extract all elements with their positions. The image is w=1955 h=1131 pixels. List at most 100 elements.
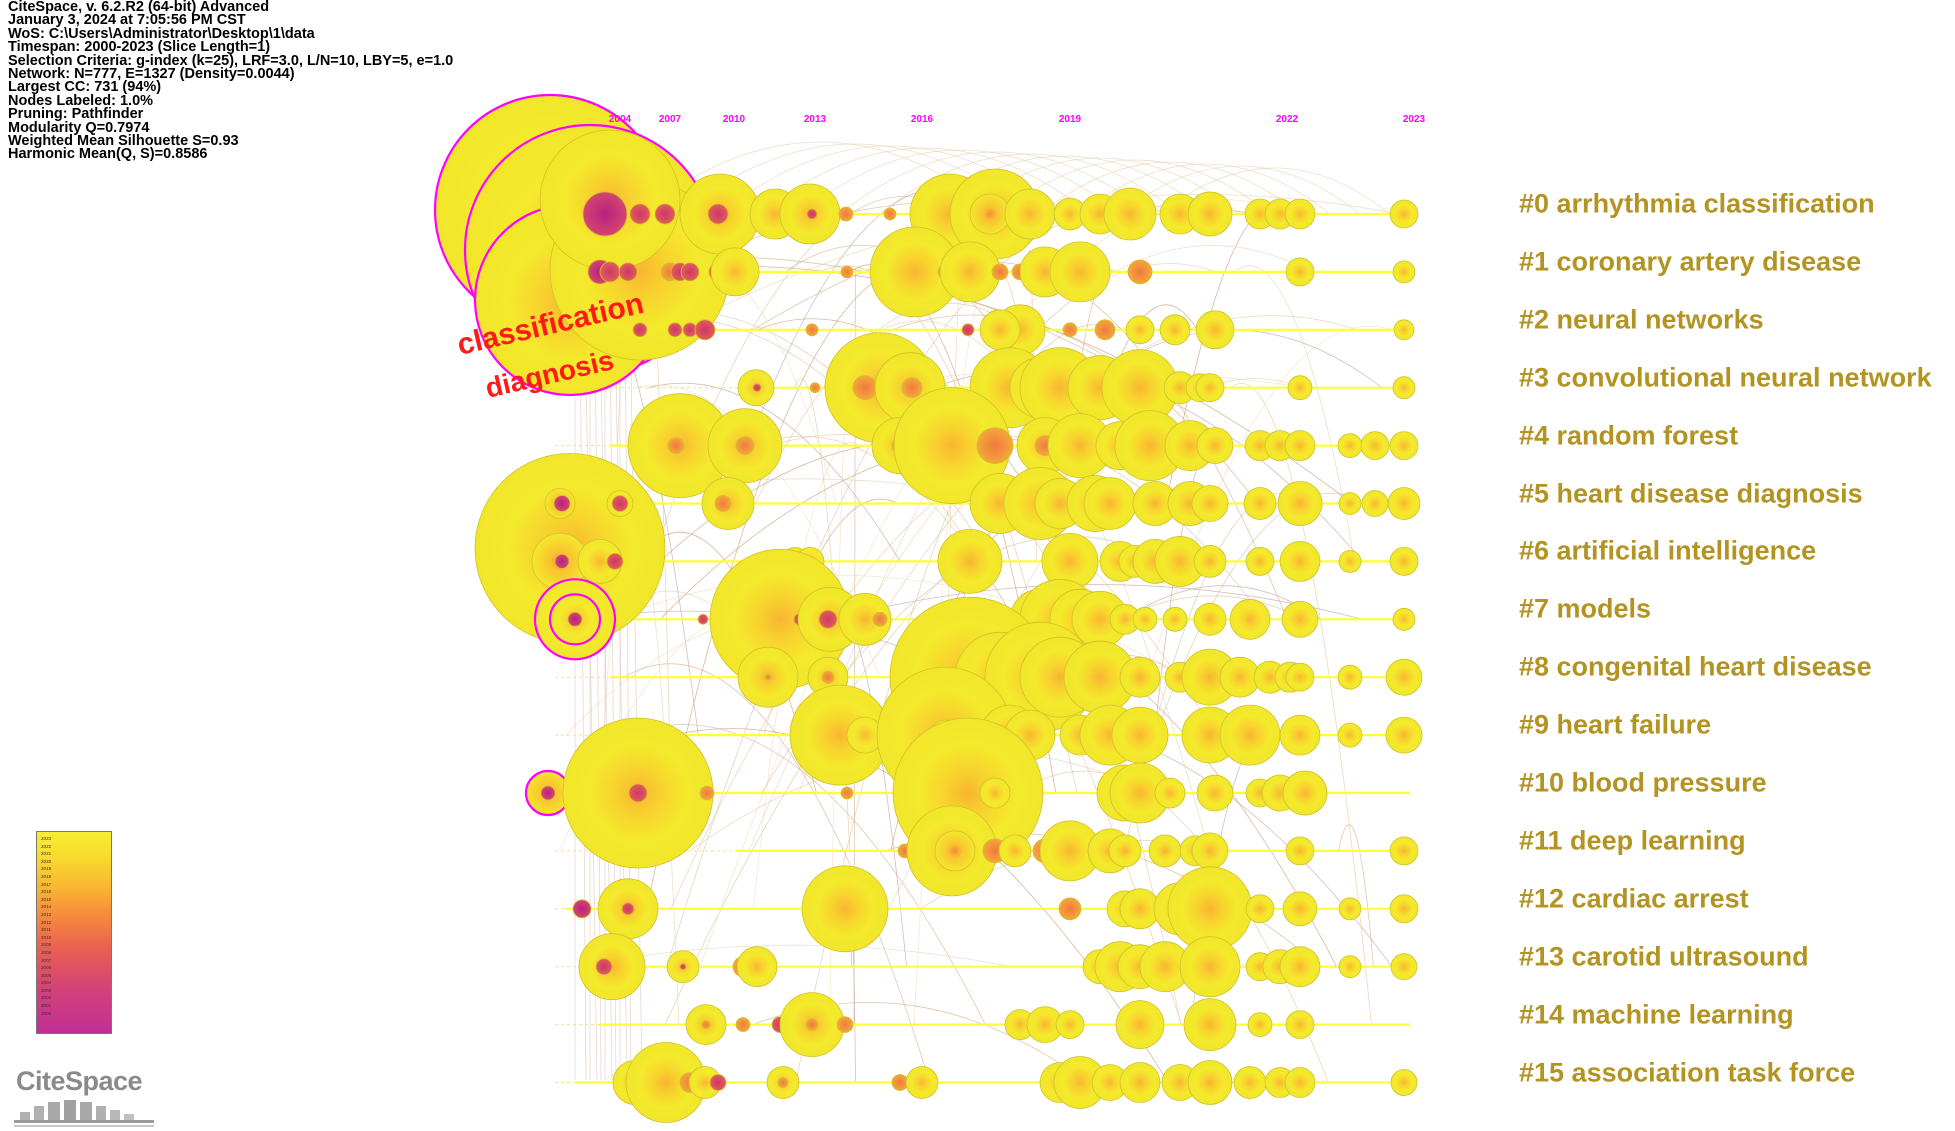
network-node <box>821 670 835 684</box>
legend-year: 2009 <box>41 942 52 948</box>
citation-edge <box>839 151 1151 215</box>
network-node <box>628 783 648 803</box>
network-node <box>934 830 976 872</box>
network-node <box>852 375 878 401</box>
network-node <box>1049 241 1111 303</box>
cluster-label[interactable]: #7 models <box>1519 593 1652 624</box>
cluster-label[interactable]: #2 neural networks <box>1519 304 1764 335</box>
cluster-label[interactable]: #13 carotid ultrasound <box>1519 941 1809 972</box>
network-node <box>1247 1012 1273 1037</box>
legend-year: 2012 <box>41 919 52 925</box>
network-node <box>1148 834 1182 868</box>
network-node <box>1159 314 1191 346</box>
citation-edge <box>1039 161 1301 215</box>
citation-edge <box>1159 167 1391 215</box>
cluster-label[interactable]: #14 machine learning <box>1519 999 1794 1030</box>
legend-year: 2011 <box>41 927 51 933</box>
network-node <box>1387 487 1421 520</box>
network-node <box>632 322 648 338</box>
legend-year: 2020 <box>41 858 52 864</box>
network-node <box>735 1017 751 1032</box>
year-label: 2016 <box>910 114 934 125</box>
network-node <box>707 203 729 225</box>
network-node <box>667 322 683 338</box>
citation-edge <box>1233 265 1356 562</box>
network-node <box>939 241 1001 303</box>
cluster-label[interactable]: #10 blood pressure <box>1519 767 1767 798</box>
network-node <box>1196 427 1234 465</box>
info-line: Largest CC: 731 (94%) <box>8 79 162 96</box>
network-nodes[interactable] <box>433 93 1423 1123</box>
network-node <box>1119 1062 1161 1103</box>
network-node <box>969 193 1011 235</box>
network-node <box>1191 832 1229 870</box>
legend-year: 2014 <box>41 904 52 910</box>
network-node <box>872 611 888 627</box>
network-node <box>1337 722 1363 748</box>
cluster-label[interactable]: #0 arrhythmia classification <box>1519 188 1875 219</box>
legend-year: 2001 <box>41 1003 52 1009</box>
citation-edge <box>850 940 856 1083</box>
network-node <box>752 383 762 393</box>
network-node <box>1245 547 1275 576</box>
citation-edge <box>1338 824 1374 967</box>
legend-year: 2005 <box>41 972 52 978</box>
legend-year: 2007 <box>41 957 52 963</box>
network-node <box>1183 998 1237 1051</box>
legend-year: 2018 <box>41 873 52 879</box>
network-node <box>1389 894 1419 924</box>
cluster-label[interactable]: #4 random forest <box>1519 420 1739 451</box>
citation-edge <box>1079 163 1331 215</box>
cluster-label[interactable]: #1 coronary artery disease <box>1519 246 1862 277</box>
cluster-label[interactable]: #12 cardiac arrest <box>1519 883 1749 914</box>
network-node <box>1277 481 1323 526</box>
network-node <box>709 1074 727 1091</box>
network-node <box>1360 431 1390 461</box>
cluster-label[interactable]: #3 convolutional neural network <box>1519 362 1932 393</box>
network-node <box>1392 260 1416 284</box>
info-line: Network: N=777, E=1327 (Density=0.0044) <box>8 66 295 83</box>
cluster-label[interactable]: #6 artificial intelligence <box>1519 535 1817 566</box>
network-node <box>764 673 772 681</box>
network-node <box>1279 714 1321 756</box>
cluster-label[interactable]: #9 heart failure <box>1519 709 1712 740</box>
network-node <box>654 203 676 225</box>
network-node <box>1284 1067 1316 1098</box>
network-node <box>805 323 819 337</box>
cluster-label[interactable]: #5 heart disease diagnosis <box>1519 478 1863 508</box>
info-line: Modularity Q=0.7974 <box>8 119 150 136</box>
network-node <box>1132 606 1158 632</box>
network-node <box>710 247 760 297</box>
network-node <box>553 495 571 512</box>
network-node <box>937 529 1003 594</box>
network-node <box>1281 600 1319 638</box>
year-label: 2010 <box>722 114 746 125</box>
network-node <box>1279 541 1321 582</box>
citation-edge <box>1230 382 1372 1025</box>
cluster-label[interactable]: #15 association task force <box>1519 1057 1856 1087</box>
cluster-label[interactable]: #11 deep learning <box>1519 825 1746 856</box>
citation-edge <box>829 320 857 1025</box>
network-node <box>1284 430 1316 462</box>
network-node <box>1389 199 1419 229</box>
network-node <box>1393 319 1415 341</box>
legend-year-list: 2023 2022 2021 2020 2019 2018 2017 2016 2015 2014… <box>41 835 51 1017</box>
network-node <box>1243 487 1277 520</box>
network-node <box>883 207 897 221</box>
network-node <box>611 495 629 512</box>
year-label: 2013 <box>803 114 827 125</box>
network-node <box>836 1016 854 1033</box>
network-node <box>540 785 556 801</box>
network-node <box>1229 598 1271 640</box>
network-node <box>1282 891 1318 927</box>
info-line: Weighted Mean Silhouette S=0.93 <box>8 133 239 150</box>
legend-year: 2016 <box>41 889 52 895</box>
network-node <box>840 786 854 800</box>
cluster-label[interactable]: #8 congenital heart disease <box>1519 651 1872 682</box>
network-node <box>1125 315 1155 345</box>
citation-edge <box>1119 165 1361 215</box>
network-node <box>1119 656 1161 698</box>
network-node <box>991 263 1009 281</box>
network-node <box>1004 188 1056 240</box>
